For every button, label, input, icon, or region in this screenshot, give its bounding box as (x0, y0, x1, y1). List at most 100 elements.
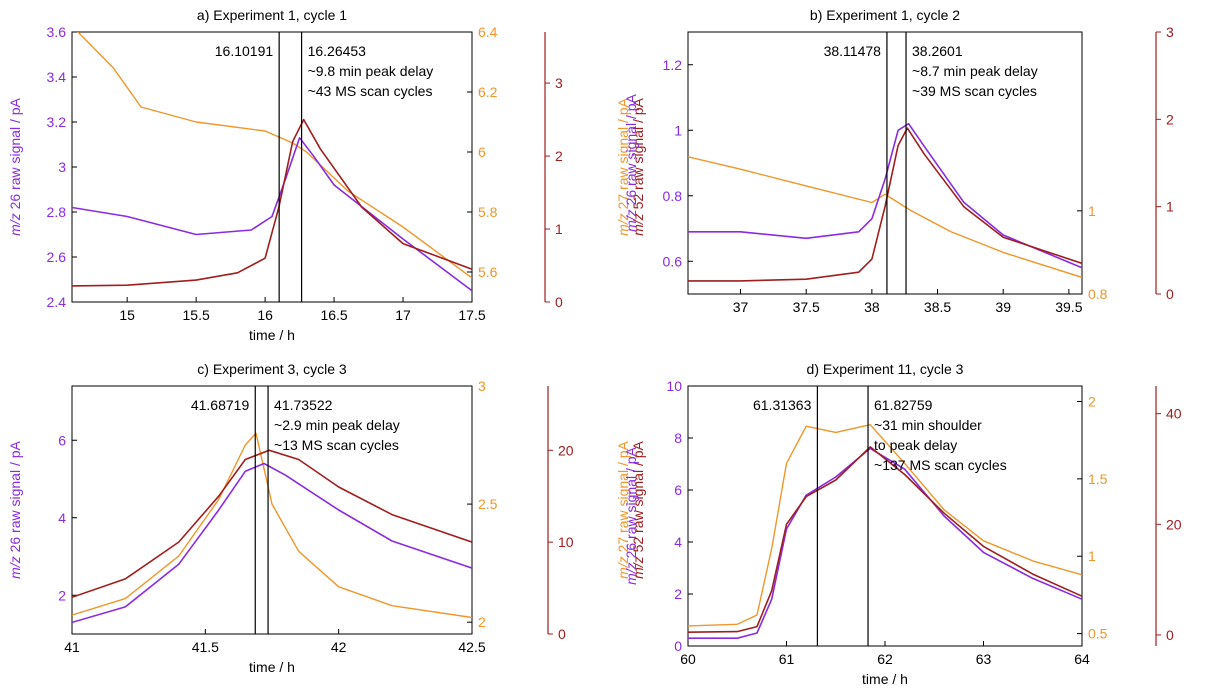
x-tick-label: 41.5 (192, 639, 219, 655)
series-line-m26 (688, 122, 1082, 269)
series-line-m27 (688, 156, 1082, 279)
y-tick-label-m52: 2 (555, 148, 563, 164)
y-tick-label-m52: 0 (558, 626, 566, 642)
series-line-m52 (688, 127, 1082, 282)
x-tick-label: 37 (733, 299, 749, 315)
y-tick-label-m26: 2.8 (47, 204, 67, 220)
y-axis-label-m26: m/z 26 raw signal / pA (7, 440, 23, 578)
chart-title: a) Experiment 1, cycle 1 (197, 7, 347, 23)
y-tick-label-m26: 4 (58, 510, 66, 526)
y-axis-label-m26: m/z 26 raw signal / pA (623, 93, 639, 231)
annotation-text: ~8.7 min peak delay (912, 63, 1038, 79)
x-axis-label: time / h (862, 671, 908, 687)
annotation-text: to peak delay (874, 437, 957, 453)
y-tick-label-m52: 10 (558, 534, 574, 550)
y-tick-label-m52: 0 (1166, 286, 1174, 302)
y-axis-label-m52: m/z 52 raw signal / pA (630, 440, 646, 578)
y-tick-label-m26: 2.4 (47, 294, 67, 310)
y-tick-label-m27: 1 (1088, 548, 1096, 564)
x-tick-label: 17.5 (458, 307, 485, 323)
plot-frame (71, 385, 473, 635)
x-tick-label: 62 (877, 651, 893, 667)
chart-title: d) Experiment 11, cycle 3 (807, 361, 964, 377)
series-line-m52 (72, 118, 472, 287)
y-tick-label-m27: 1 (1088, 203, 1096, 219)
x-tick-label: 61 (779, 651, 795, 667)
y-tick-label-m27: 2 (478, 614, 486, 630)
x-tick-label: 39 (995, 299, 1011, 315)
marker-label: 41.68719 (191, 397, 250, 413)
series-line-m52 (688, 446, 1082, 633)
y-tick-label-m26: 0.6 (663, 253, 683, 269)
x-tick-label: 38.5 (924, 299, 951, 315)
x-tick-label: 39.5 (1055, 299, 1082, 315)
y-axis-label-m26: m/z 26 raw signal / pA (7, 97, 23, 235)
y-tick-label-m26: 10 (666, 378, 682, 394)
annotation-text: ~13 MS scan cycles (274, 437, 399, 453)
y-tick-label-m26: 2 (674, 586, 682, 602)
y-tick-label-m26: 0.8 (663, 188, 683, 204)
y-tick-label-m26: 3 (58, 159, 66, 175)
x-tick-label: 63 (976, 651, 992, 667)
x-tick-label: 16 (257, 307, 273, 323)
y-tick-label-m26: 6 (674, 482, 682, 498)
marker-label: 16.26453 (308, 43, 367, 59)
plot-frame (687, 31, 1083, 295)
y-tick-label-m26: 8 (674, 430, 682, 446)
y-tick-label-m52: 40 (1166, 406, 1182, 422)
x-tick-label: 38 (864, 299, 880, 315)
x-tick-label: 16.5 (320, 307, 347, 323)
x-tick-label: 42.5 (458, 639, 485, 655)
x-tick-label: 15.5 (183, 307, 210, 323)
x-tick-label: 37.5 (793, 299, 820, 315)
annotation-text: ~39 MS scan cycles (912, 83, 1037, 99)
x-tick-label: 64 (1074, 651, 1090, 667)
marker-label: 41.73522 (274, 397, 333, 413)
series-line-m27 (688, 424, 1082, 627)
annotation-text: ~43 MS scan cycles (308, 83, 433, 99)
y-tick-label-m52: 3 (555, 75, 563, 91)
x-tick-label: 60 (680, 651, 696, 667)
marker-label: 61.82759 (874, 397, 933, 413)
x-tick-label: 15 (119, 307, 135, 323)
series-line-m52 (72, 449, 472, 599)
series-line-m26 (72, 462, 472, 624)
y-tick-label-m26: 2.6 (47, 249, 67, 265)
series-line-m27 (72, 432, 472, 619)
y-tick-label-m52: 20 (1166, 516, 1182, 532)
y-tick-label-m27: 2.5 (478, 496, 498, 512)
y-tick-label-m52: 20 (558, 442, 574, 458)
y-tick-label-m27: 5.6 (478, 264, 498, 280)
chart-title: b) Experiment 1, cycle 2 (810, 7, 960, 23)
y-tick-label-m52: 1 (1166, 199, 1174, 215)
y-tick-label-m26: 0 (674, 638, 682, 654)
y-tick-label-m52: 2 (1166, 111, 1174, 127)
y-tick-label-m26: 3.4 (47, 69, 67, 85)
marker-label: 16.10191 (215, 43, 274, 59)
y-tick-label-m27: 2 (1088, 393, 1096, 409)
x-tick-label: 17 (395, 307, 411, 323)
y-tick-label-m26: 4 (674, 534, 682, 550)
x-tick-label: 42 (331, 639, 347, 655)
y-tick-label-m27: 6 (478, 144, 486, 160)
marker-label: 38.11478 (824, 43, 882, 59)
y-tick-label-m26: 1 (674, 122, 682, 138)
x-axis-label: time / h (249, 327, 295, 343)
y-tick-label-m27: 6.4 (478, 24, 498, 40)
y-tick-label-m27: 0.5 (1088, 626, 1108, 642)
y-tick-label-m26: 3.2 (47, 114, 67, 130)
y-tick-label-m52: 3 (1166, 24, 1174, 40)
y-axis-label-m27: m/z 27 raw signal / pA (615, 97, 631, 235)
annotation-text: ~137 MS scan cycles (874, 457, 1007, 473)
y-axis-label-m26: m/z 26 raw signal / pA (623, 446, 639, 584)
y-tick-label-m26: 6 (58, 432, 66, 448)
y-tick-label-m52: 0 (1166, 627, 1174, 643)
annotation-text: ~31 min shoulder (874, 417, 982, 433)
y-tick-label-m27: 3 (478, 378, 486, 394)
y-tick-label-m52: 1 (555, 221, 563, 237)
y-tick-label-m27: 0.8 (1088, 286, 1108, 302)
y-axis-label-m27: m/z 27 raw signal / pA (615, 440, 631, 578)
x-axis-label: time / h (249, 659, 295, 675)
